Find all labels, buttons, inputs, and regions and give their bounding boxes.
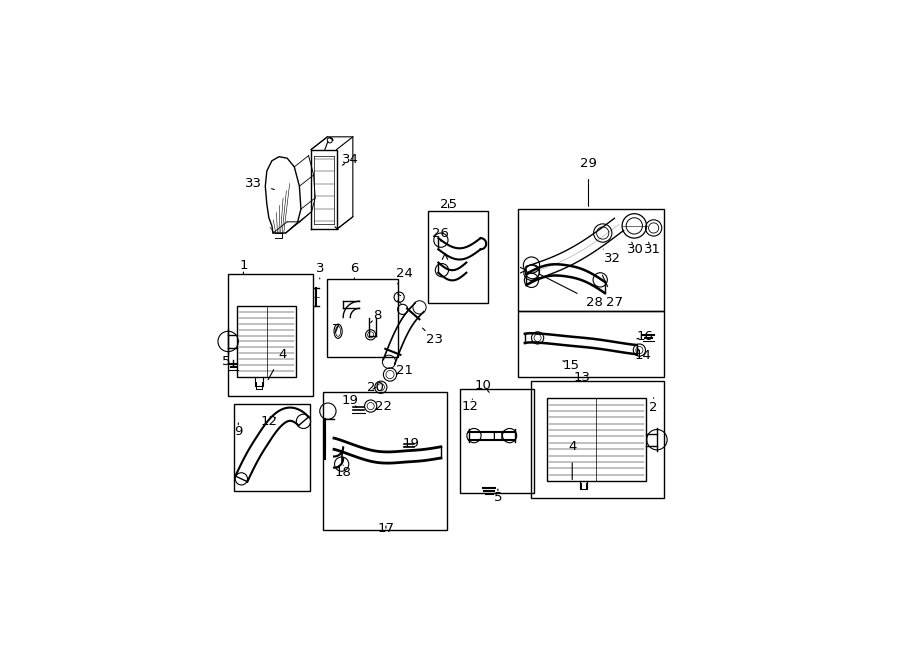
- Text: 2: 2: [650, 398, 658, 414]
- Text: 1: 1: [239, 258, 248, 274]
- Text: 27: 27: [602, 275, 624, 309]
- Text: 29: 29: [580, 157, 597, 206]
- Text: 18: 18: [335, 465, 352, 479]
- Text: 15: 15: [562, 359, 580, 372]
- Bar: [546, 399, 646, 481]
- Text: 9: 9: [234, 423, 242, 438]
- Text: 19: 19: [403, 437, 419, 449]
- Text: 21: 21: [396, 364, 413, 377]
- Text: 12: 12: [260, 415, 277, 428]
- Text: 22: 22: [375, 400, 392, 412]
- Text: 5: 5: [222, 356, 234, 368]
- Text: 8: 8: [371, 309, 382, 323]
- Text: 11: 11: [490, 430, 507, 443]
- Text: 13: 13: [574, 371, 591, 383]
- Text: 33: 33: [245, 177, 274, 190]
- Bar: [518, 209, 664, 311]
- Bar: [532, 381, 664, 498]
- Bar: [228, 274, 312, 396]
- Text: 7: 7: [332, 323, 341, 336]
- Text: 3: 3: [316, 262, 324, 279]
- Bar: [460, 389, 534, 492]
- Text: 4: 4: [268, 348, 286, 379]
- Text: 28: 28: [539, 274, 603, 309]
- Text: 26: 26: [433, 227, 449, 241]
- Text: 20: 20: [367, 381, 384, 394]
- Text: 32: 32: [603, 249, 621, 265]
- Bar: [428, 211, 488, 303]
- Bar: [234, 404, 310, 490]
- Bar: [323, 393, 447, 529]
- Text: 34: 34: [342, 153, 359, 166]
- Text: 19: 19: [342, 395, 359, 408]
- Bar: [518, 311, 664, 377]
- Text: 6: 6: [350, 262, 358, 279]
- Text: 25: 25: [440, 198, 457, 210]
- Text: 14: 14: [635, 349, 652, 362]
- Text: 5: 5: [493, 489, 502, 504]
- Text: 23: 23: [422, 328, 444, 346]
- Text: 17: 17: [377, 522, 394, 535]
- Text: 10: 10: [474, 379, 491, 393]
- Bar: [328, 279, 398, 357]
- Text: 30: 30: [627, 242, 644, 256]
- Text: 12: 12: [462, 399, 479, 412]
- Text: 31: 31: [644, 242, 661, 256]
- Text: 24: 24: [396, 267, 413, 284]
- Text: 16: 16: [637, 330, 654, 343]
- Text: 4: 4: [568, 440, 576, 480]
